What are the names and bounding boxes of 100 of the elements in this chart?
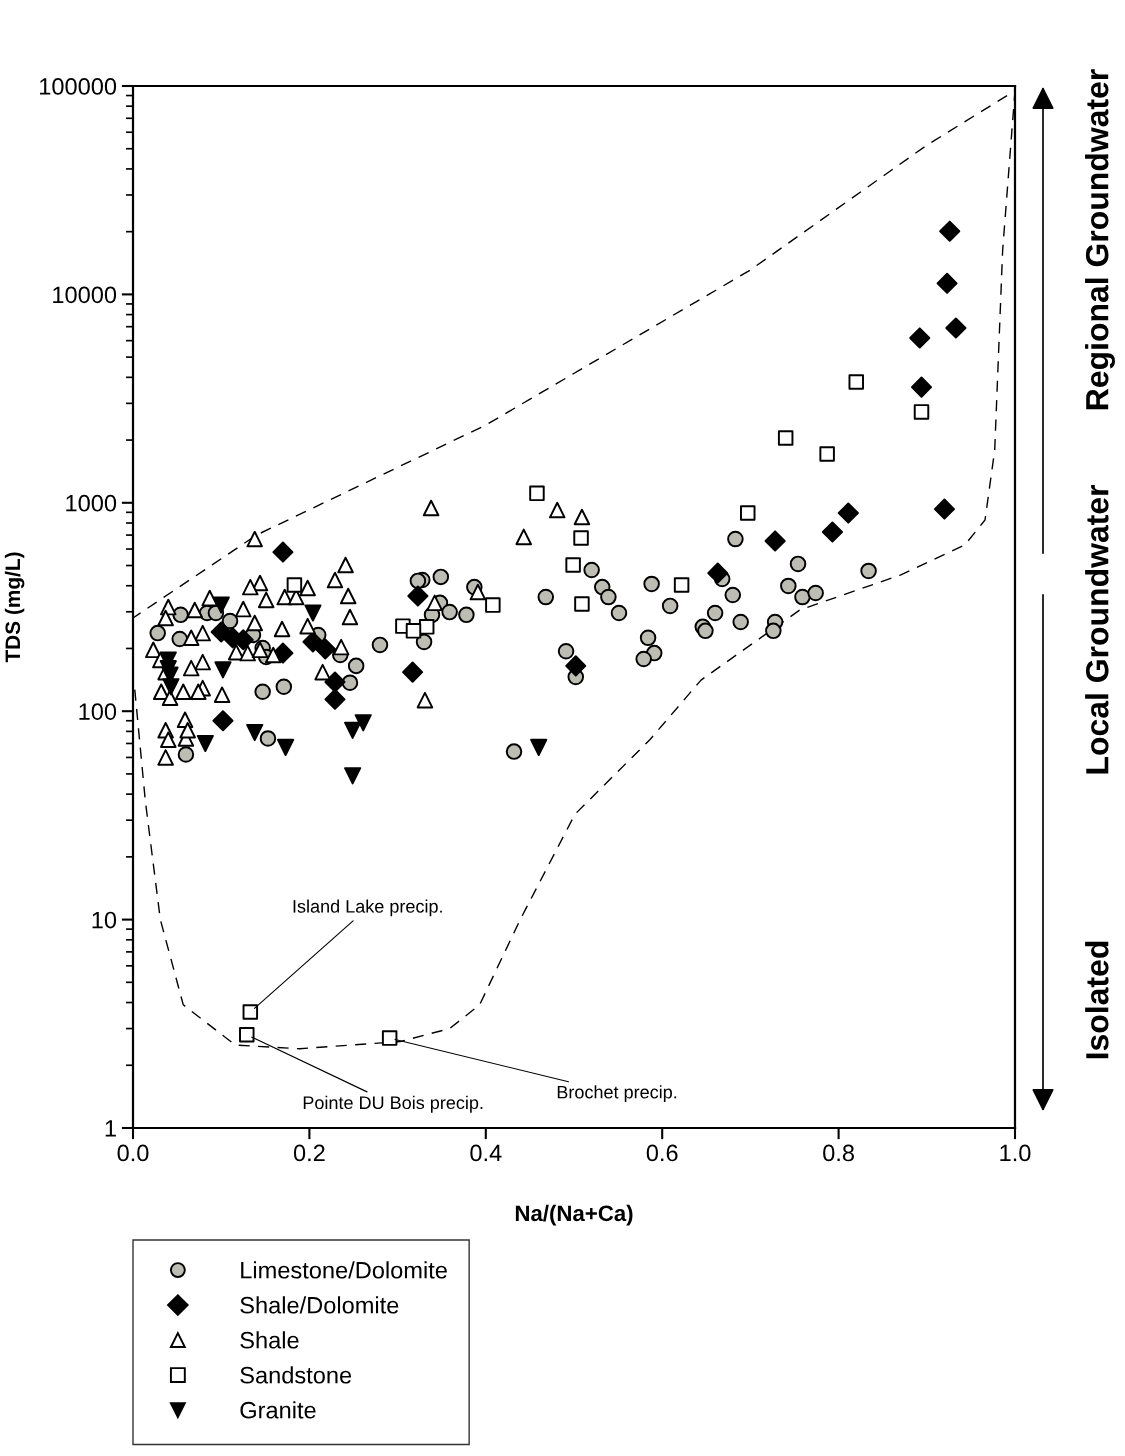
point [939,220,961,242]
point [239,644,256,662]
x-tick-label: 0.4 [470,1144,502,1162]
point [259,730,277,747]
point [673,577,690,593]
point [635,650,652,668]
point [239,1027,255,1043]
point [780,577,797,595]
point [600,588,617,606]
point [201,589,218,607]
point [945,317,967,339]
point [789,555,807,573]
point [485,597,501,613]
point [402,661,424,683]
point [157,609,174,627]
point [175,683,192,700]
y-tick-label: 100 [79,703,117,720]
point [213,686,231,703]
text: Isolated [1085,941,1109,1059]
point [324,688,346,710]
point [162,678,180,696]
point [529,485,545,502]
x-tick-label: 0.8 [823,1144,854,1162]
point [639,629,657,647]
point [339,587,357,605]
point [910,376,933,398]
point [505,743,523,760]
x-tick-label: 1.0 [1000,1144,1031,1162]
point [332,638,350,656]
point [190,683,207,700]
point [807,584,824,602]
point [458,606,475,624]
x-tick-label: 0.0 [117,1144,149,1162]
point [441,603,458,621]
point [765,622,782,640]
point [299,617,316,635]
point [212,710,234,732]
point [764,530,786,552]
point [727,530,744,548]
point [341,674,359,691]
legend-label: Sandstone [240,1366,352,1384]
legend-label: Shale [240,1331,299,1349]
point [354,714,372,732]
y-tick-label: 1 [105,1120,116,1137]
point [242,1004,259,1020]
point [314,638,336,660]
point [177,746,195,763]
point [172,606,189,624]
point [732,613,749,631]
point [643,575,660,593]
point [314,663,331,681]
y-tick-label: 10 [92,911,117,929]
point [326,571,344,589]
point [182,659,200,677]
y-tick-label: 10000 [53,286,117,304]
point [418,619,435,635]
point [530,738,548,757]
point [344,767,362,785]
point [697,622,714,640]
x-tick-label: 0.6 [646,1144,678,1162]
point [371,636,389,654]
point [304,604,322,622]
point [264,646,282,664]
point [299,579,316,597]
point [324,671,346,693]
annotation: Island Lake precip. [293,899,442,917]
point [179,722,196,739]
point [548,501,566,519]
point [432,568,450,586]
point [933,498,955,520]
point [416,691,434,709]
point [381,1030,398,1046]
point [565,557,581,573]
point [246,614,263,632]
legend-label: Shale/Dolomite [240,1296,399,1314]
point [277,738,295,757]
point [254,683,271,700]
point [515,528,532,546]
annotation: Brochet precip. [557,1085,677,1103]
point [821,521,843,543]
text: Local Groundwater [1085,484,1109,774]
point [246,723,264,742]
point [573,508,591,526]
point [610,604,628,622]
point [214,661,232,679]
point [160,731,177,748]
point [157,749,174,766]
point [724,586,742,604]
point [936,272,958,294]
point [344,721,362,739]
annotation: Pointe DU Bois precip. [303,1095,483,1113]
point [235,600,252,618]
legend-label: Granite [240,1401,316,1419]
point [707,562,729,584]
point [574,596,590,612]
point [347,657,365,675]
point [661,597,679,615]
point [273,620,291,638]
point [848,374,864,390]
point [426,594,443,612]
